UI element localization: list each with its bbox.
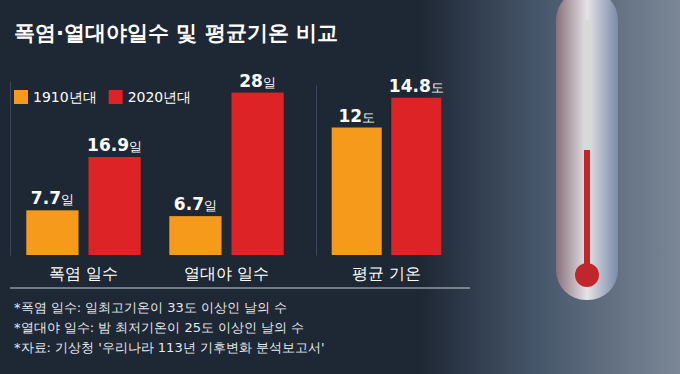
x-tick: 평균 기온 <box>352 264 421 283</box>
data-label-unit: 일 <box>263 75 276 90</box>
legend-label: 2020년대 <box>128 89 192 105</box>
data-label-unit: 일 <box>129 139 142 154</box>
data-label-number: 12 <box>338 106 362 126</box>
y-axis-line <box>10 82 11 256</box>
data-label-unit: 일 <box>204 198 217 213</box>
data-label: 12도 <box>338 106 375 126</box>
photo-background <box>420 0 680 374</box>
data-label-number: 6.7 <box>174 194 204 214</box>
data-label-unit: 도 <box>431 80 444 95</box>
legend-item: 1910년대 <box>14 89 97 105</box>
bar <box>26 210 78 255</box>
chart-root: 폭염·열대야일수 및 평균기온 비교7.7일6.7일16.9일28일폭염 일수열… <box>0 0 680 374</box>
legend-swatch <box>14 90 28 104</box>
legend-label: 1910년대 <box>33 89 97 105</box>
data-labels: 7.7일6.7일16.9일28일 <box>31 71 276 215</box>
chart: 12도14.8도평균 기온 <box>317 76 444 283</box>
separator <box>10 288 470 289</box>
category-label: 평균 기온 <box>352 264 421 283</box>
x-tick: 폭염 일수 <box>49 264 118 283</box>
chart: 폭염·열대야일수 및 평균기온 비교7.7일6.7일16.9일28일폭염 일수열… <box>11 21 338 355</box>
legend-item: 2020년대 <box>109 89 192 105</box>
thermometer-body <box>556 0 618 300</box>
x-axis: 평균 기온 <box>352 264 421 283</box>
bar <box>231 93 283 255</box>
title: 폭염·열대야일수 및 평균기온 비교 <box>14 21 338 45</box>
data-label: 6.7일 <box>174 194 217 214</box>
bar <box>88 157 140 255</box>
data-label-number: 28 <box>239 71 263 91</box>
data-label: 14.8도 <box>389 76 444 96</box>
thermometer-tube <box>583 20 591 270</box>
data-label: 16.9일 <box>87 135 142 155</box>
data-label-number: 7.7 <box>31 188 61 208</box>
y-axis <box>10 82 11 256</box>
y-axis-line <box>316 86 317 256</box>
note: *열대야 일수: 밤 최저기온이 25도 이상인 날의 수 <box>14 320 304 335</box>
category-label: 폭염 일수 <box>49 264 118 283</box>
data-label: 7.7일 <box>31 188 74 208</box>
thermometer-bulb <box>575 263 599 287</box>
data-label-unit: 도 <box>362 110 375 125</box>
data-label-number: 14.8 <box>389 76 431 96</box>
bars <box>332 98 442 255</box>
legend-swatch <box>109 90 123 104</box>
note: *폭염 일수: 일최고기온이 33도 이상인 날의 수 <box>14 300 287 315</box>
bar <box>332 128 382 256</box>
data-label: 28일 <box>239 71 276 91</box>
bar <box>169 216 221 255</box>
y-axis <box>316 86 317 256</box>
data-label-number: 16.9 <box>87 135 129 155</box>
data-labels: 12도14.8도 <box>338 76 443 126</box>
bars <box>26 93 283 255</box>
x-tick: 열대야 일수 <box>184 264 269 283</box>
category-label: 열대야 일수 <box>184 264 269 283</box>
x-axis: 폭염 일수 열대야 일수 <box>49 264 269 283</box>
bar <box>391 98 441 255</box>
legend: 1910년대 2020년대 <box>14 89 191 105</box>
note: *자료: 기상청 '우리나라 113년 기후변화 분석보고서' <box>14 340 325 355</box>
data-label-unit: 일 <box>61 192 74 207</box>
thermometer-mercury <box>584 150 590 270</box>
